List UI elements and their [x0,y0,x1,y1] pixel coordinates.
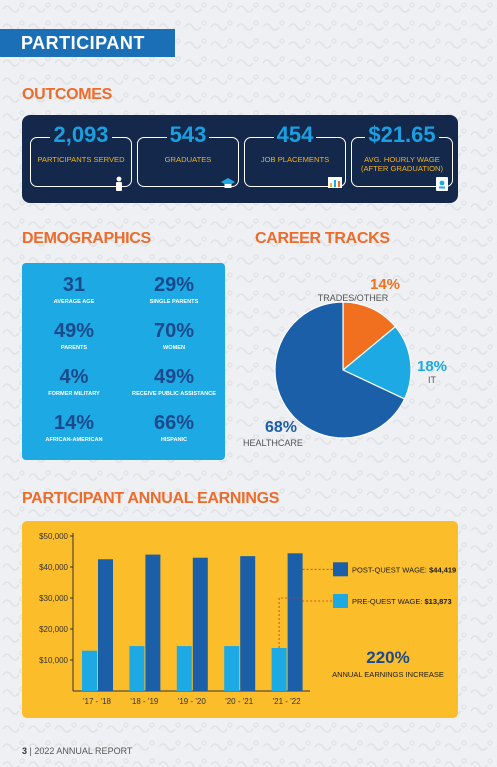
demographic-stat: 4% FORMER MILITARY [24,367,124,398]
legend-label: POST-QUEST WAGE: $44,419 [352,565,456,574]
person-icon [116,176,122,191]
pie-value-label: 18% [417,358,447,375]
demographic-stat: 29% SINGLE PARENTS [124,275,224,306]
stat-label: RECEIVE PUBLIC ASSISTANCE [132,391,216,397]
career-tracks-title: CAREER TRACKS [255,230,390,247]
pie-value-label: 68% [265,419,297,436]
stat-value: 29% [153,274,195,296]
outcome-value: 543 [166,122,210,147]
bar-pre-quest [176,646,192,691]
bar-pre-quest [129,646,145,691]
footer: 3 | 2022 ANNUAL REPORT [22,746,133,756]
legend-leader [278,597,333,648]
demographic-stat: 49% PARENTS [24,321,124,352]
earnings-bar-chart: $10,000 $20,000 $30,000 $40,000 $50,000 '17 -… [39,532,456,706]
y-tick-label: $10,000 [39,656,68,665]
stat-label: HISPANIC [160,437,188,443]
stat-label: AVERAGE AGE [53,299,95,305]
outcomes-title: OUTCOMES [22,86,113,103]
bar-post-quest [145,554,161,691]
demographic-stat: 31 AVERAGE AGE [24,275,124,306]
demographic-stat: 70% WOMEN [124,321,224,352]
outcome-card-participants: 2,093 PARTICIPANTS SERVED [30,122,132,191]
stat-value: 49% [53,320,95,342]
y-tick-label: $40,000 [39,563,68,572]
stat-value: 66% [153,412,195,434]
x-tick-label: '21 - '22 [273,697,302,706]
bar-post-quest [287,553,303,691]
report-name: 2022 ANNUAL REPORT [34,746,133,756]
demographic-stat: 66% HISPANIC [124,413,224,444]
stat-value: 14% [53,412,95,434]
demographic-stat: 14% AFRICAN-AMERICAN [24,413,124,444]
demographic-stat: 49% RECEIVE PUBLIC ASSISTANCE [124,367,224,398]
outcome-label: GRADUATES [164,155,212,164]
legend-label: PRE-QUEST WAGE: $13,873 [352,597,452,606]
y-tick-label: $20,000 [39,625,68,634]
pie-value-label: 14% [370,276,400,293]
stat-value: 70% [153,320,195,342]
demographics-panel: 31 AVERAGE AGE 29% SINGLE PARENTS 49% PA… [22,263,225,460]
outcome-value: $21.65 [365,122,439,147]
legend-swatch [333,594,348,608]
outcome-label: JOB PLACEMENTS [260,155,330,164]
stat-label: SINGLE PARENTS [149,299,199,305]
page-number: 3 [22,746,28,756]
id-badge-icon [436,177,448,191]
outcomes-panel: 2,093 PARTICIPANTS SERVED 543 GRADUATES … [22,115,458,203]
header-accent [168,29,175,57]
bar-pre-quest [224,646,240,691]
outcome-label: AVG. HOURLY WAGE (AFTER GRADUATION) [360,155,444,173]
increase-value: 220% [366,648,409,667]
stat-label: FORMER MILITARY [48,391,100,397]
x-tick-label: '18 - '19 [130,697,159,706]
stat-label: WOMEN [162,345,186,351]
pie-category-label: TRADES/OTHER [318,293,389,303]
outcome-card-hourly-wage: $21.65 AVG. HOURLY WAGE (AFTER GRADUATIO… [351,122,453,191]
header-title: PARTICIPANT [21,33,145,53]
bar-pre-quest [82,650,97,691]
bar-pre-quest [271,647,287,691]
section-header: PARTICIPANT [0,29,168,57]
bar-post-quest [192,557,208,691]
pie-category-label: IT [428,375,437,385]
x-tick-label: '20 - '21 [225,697,254,706]
bar-post-quest [98,559,113,691]
demographics-title: DEMOGRAPHICS [22,230,151,247]
graduation-cap-icon [221,178,235,188]
outcome-value: 454 [273,122,317,147]
y-tick-label: $50,000 [39,532,68,541]
stat-label: PARENTS [60,345,88,351]
increase-label: ANNUAL EARNINGS INCREASE [332,670,444,679]
career-tracks-pie: 14%TRADES/OTHER 18%IT 68% HEALTHCARE [243,276,447,448]
outcome-label: PARTICIPANTS SERVED [37,155,125,164]
y-tick-label: $30,000 [39,594,68,603]
stat-label: AFRICAN-AMERICAN [45,437,103,443]
outcome-card-job-placements: 454 JOB PLACEMENTS [244,122,346,188]
bar-post-quest [240,556,256,691]
outcome-value: 2,093 [50,122,112,147]
stat-value: 4% [59,366,89,388]
x-tick-label: '19 - '20 [178,697,207,706]
x-tick-label: '17 - '18 [83,697,112,706]
earnings-title: PARTICIPANT ANNUAL EARNINGS [22,490,280,507]
pie-category-label: HEALTHCARE [243,438,303,448]
outcome-card-graduates: 543 GRADUATES [137,122,239,188]
legend-swatch [333,562,348,577]
chart-board-icon [328,177,342,188]
stat-value: 31 [62,274,86,296]
stat-value: 49% [153,366,195,388]
